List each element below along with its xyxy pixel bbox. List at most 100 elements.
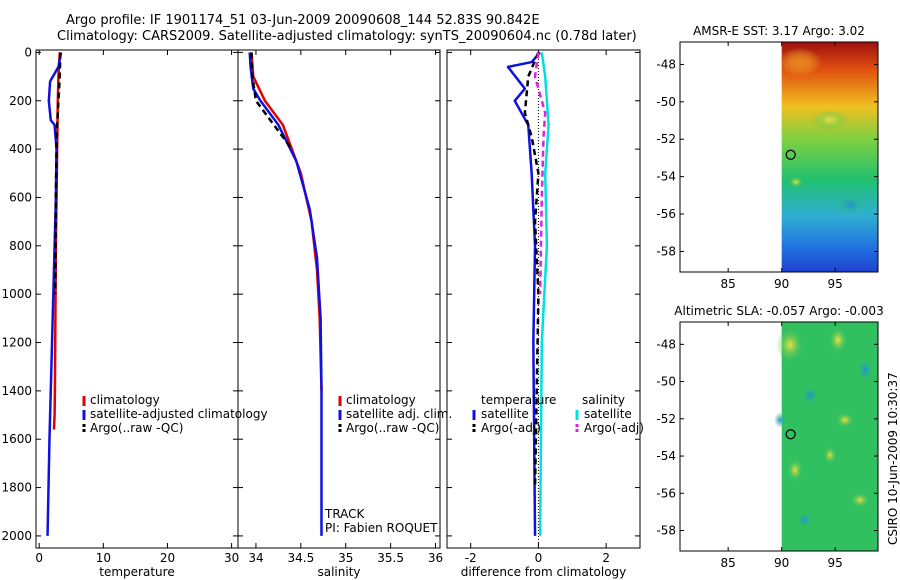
profile-location-marker [785, 149, 796, 160]
pi-label: PI: Fabien ROQUET [325, 521, 438, 535]
map-blob [788, 176, 804, 188]
legend-label: Argo(-adj) [481, 421, 541, 435]
x-tick-label: 0 [35, 551, 43, 565]
map-blob [857, 358, 873, 382]
y-tick-label: 1200 [1, 336, 32, 350]
x-tick-label: 90 [774, 556, 789, 570]
legend-label: Argo(..raw -QC) [346, 421, 439, 435]
map-frame [679, 41, 879, 273]
legend-label: climatology [90, 393, 160, 407]
y-tick-label: -52 [656, 132, 676, 146]
series-line-temperature-satellite [506, 51, 542, 536]
map-frame [679, 321, 879, 552]
series-line-temperature-argo-adj- [523, 51, 540, 488]
x-tick-label: -2 [465, 551, 477, 565]
y-tick-label: -50 [656, 95, 676, 109]
y-tick-label: 0 [24, 45, 32, 59]
x-axis-label: temperature [99, 565, 174, 579]
x-tick-label: 0 [535, 551, 543, 565]
legend-label: satellite [481, 407, 529, 421]
map-blob [812, 110, 848, 130]
series-line-argo-raw-qc- [53, 52, 62, 295]
x-tick-label: 85 [721, 277, 736, 291]
panel-frame [237, 49, 441, 549]
series-line-satellite-adj-clim- [248, 52, 323, 536]
y-tick-label: -56 [656, 207, 676, 221]
series-line-satellite-adjusted-climatology [46, 52, 63, 536]
figure-title: Argo profile: IF 1901174_51 03-Jun-2009 … [66, 13, 540, 28]
map-blob [828, 326, 848, 354]
y-tick-label: 800 [9, 239, 32, 253]
y-tick-label: -52 [656, 412, 676, 426]
series-line-salinity-satellite [538, 52, 550, 536]
x-tick-label: 95 [828, 277, 843, 291]
series-line-salinity-argo-adj- [533, 52, 547, 295]
legend-label: Argo(..raw -QC) [90, 421, 183, 435]
legend-difference: temperature salinitysatelliteArgo(-adj)sa… [472, 393, 644, 435]
x-tick-label: 85 [721, 556, 736, 570]
x-tick-label: 90 [774, 277, 789, 291]
y-tick-label: 400 [9, 142, 32, 156]
legend-label: Argo(-adj) [584, 421, 644, 435]
map-title: Altimetric SLA: -0.057 Argo: -0.003 [674, 304, 883, 318]
legend-label: climatology [346, 393, 416, 407]
map-blob [774, 412, 786, 428]
y-tick-label: 1600 [1, 432, 32, 446]
map-blob [836, 195, 864, 215]
map-blob [823, 446, 837, 464]
profile-panel-1: 0 10 20 30 0 200 400 600 800 1000 1200 1400 1600 1800… [1, 45, 239, 579]
x-axis-label: difference from climatology [461, 565, 627, 579]
y-tick-label: 1400 [1, 384, 32, 398]
x-tick-label: 35.5 [377, 551, 404, 565]
x-tick-label: 36 [428, 551, 443, 565]
figure-subtitle: Climatology: CARS2009. Satellite-adjuste… [57, 29, 637, 44]
x-tick-label: 34.5 [287, 551, 314, 565]
map-title: AMSR-E SST: 3.17 Argo: 3.02 [693, 24, 865, 38]
x-axis-label: salinity [317, 565, 360, 579]
y-tick-label: 200 [9, 94, 32, 108]
x-tick-label: 10 [96, 551, 111, 565]
y-tick-label: -50 [656, 375, 676, 389]
map-panel-1: AMSR-E SST: 3.17 Argo: 3.02 85 90 95 -48 -50 -… [656, 24, 879, 291]
panel-frame [35, 49, 239, 549]
y-tick-label: -48 [656, 337, 676, 351]
y-tick-label: 2000 [1, 529, 32, 543]
map-blob [835, 412, 855, 428]
x-tick-label: 20 [160, 551, 175, 565]
legend-label: satellite adj. clim. [346, 407, 452, 421]
panel-frame [446, 49, 641, 549]
map-blob [787, 458, 803, 482]
map-data-field [781, 42, 878, 272]
x-tick-label: 35 [338, 551, 353, 565]
y-tick-label: 1800 [1, 481, 32, 495]
legend-group-title: temperature [481, 393, 556, 407]
map-blob [796, 513, 814, 527]
map-panel-2: Altimetric SLA: -0.057 Argo: -0.003 85 90 9… [656, 304, 883, 570]
x-tick-label: 2 [602, 551, 610, 565]
y-tick-label: -54 [656, 449, 676, 463]
profile-location-marker [785, 429, 796, 440]
y-tick-label: -48 [656, 57, 676, 71]
legend-label: satellite-adjusted climatology [90, 407, 268, 421]
track-label: TRACK [325, 507, 365, 521]
x-tick-label: 30 [224, 551, 239, 565]
legend-label: satellite [584, 407, 632, 421]
x-tick-label: 34 [248, 551, 263, 565]
profile-panel-2: 34 34.5 35 35.5 36 salinity [237, 49, 443, 579]
map-blob [850, 492, 870, 508]
y-tick-label: -56 [656, 486, 676, 500]
map-blob [802, 385, 818, 405]
x-tick-label: 95 [828, 556, 843, 570]
y-tick-label: 600 [9, 190, 32, 204]
map-blob [776, 327, 804, 363]
y-tick-label: -58 [656, 524, 676, 538]
side-timestamp: CSIRO 10-Jun-2009 10:30:37 [886, 372, 900, 545]
y-tick-label: 1000 [1, 287, 32, 301]
map-blob [778, 48, 822, 76]
legend-group-title: salinity [582, 393, 625, 407]
y-tick-label: -58 [656, 244, 676, 258]
